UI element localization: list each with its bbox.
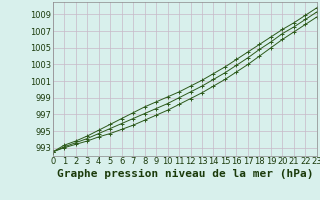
X-axis label: Graphe pression niveau de la mer (hPa): Graphe pression niveau de la mer (hPa)	[57, 169, 313, 179]
